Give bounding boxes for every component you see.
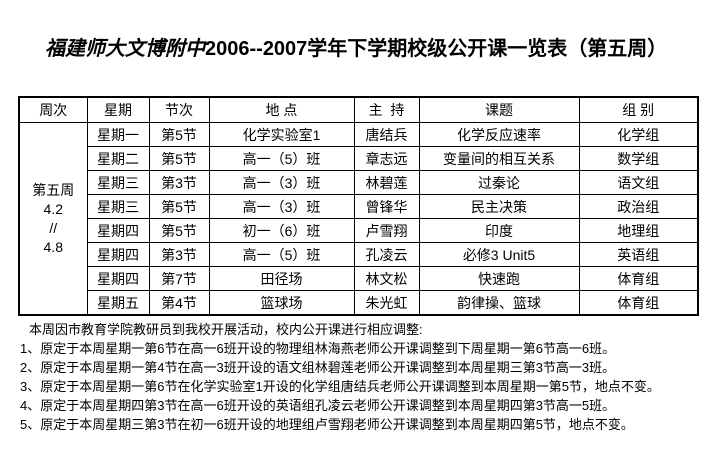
column-header: 周次 — [18, 96, 88, 123]
cell-topic: 民主决策 — [418, 194, 580, 219]
week-cell-line: // — [49, 219, 58, 236]
cell-host: 卢雪翔 — [353, 218, 420, 243]
cell-host: 朱光虹 — [353, 290, 420, 316]
cell-group: 英语组 — [578, 242, 699, 267]
cell-period: 第3节 — [148, 242, 210, 267]
cell-location: 高一（5）班 — [208, 146, 355, 171]
column-header: 星期 — [86, 96, 150, 123]
school-name: 福建师大文博附中 — [45, 38, 205, 60]
note-item: 1、原定于本周星期一第6节在高一6班开设的物理组林海燕老师公开课调整到下周星期一… — [20, 341, 616, 356]
cell-location: 高一（3）班 — [208, 170, 355, 195]
note-item: 2、原定于本周星期一第4节在高一3班开设的语文组林碧莲老师公开课调整到本周星期三… — [20, 360, 616, 375]
cell-topic: 变量间的相互关系 — [418, 146, 580, 171]
cell-period: 第3节 — [148, 170, 210, 195]
notes-list: 1、原定于本周星期一第6节在高一6班开设的物理组林海燕老师公开课调整到下周星期一… — [20, 339, 716, 434]
column-header: 主 持 — [353, 96, 420, 123]
table-row: 星期四 第5节 初一（6）班 卢雪翔 印度 地理组 — [19, 218, 699, 243]
cell-day: 星期四 — [86, 242, 150, 267]
column-header: 组 别 — [578, 96, 699, 123]
cell-topic: 过秦论 — [418, 170, 580, 195]
cell-day: 星期三 — [86, 170, 150, 195]
cell-day: 星期四 — [86, 218, 150, 243]
cell-group: 政治组 — [578, 194, 699, 219]
week-cell-line: 4.8 — [43, 238, 63, 255]
note-item: 4、原定于本周星期四第3节在高一6班开设的英语组孔凌云老师公开课调整到本周星期四… — [20, 398, 616, 413]
cell-topic: 化学反应速率 — [418, 122, 580, 147]
cell-topic: 必修3 Unit5 — [418, 242, 580, 267]
note-item: 5、原定于本周星期三第3节在初一6班开设的地理组卢雪翔老师公开课调整到本周星期四… — [20, 417, 634, 432]
cell-location: 篮球场 — [208, 290, 355, 316]
open-class-schedule-table: 周次 星期 节次地 点主 持课题组 别 第五周 4.2//4.8 星期一 第5节 化学实验室… — [18, 96, 699, 316]
cell-period: 第5节 — [148, 194, 210, 219]
cell-location: 化学实验室1 — [208, 122, 355, 147]
table-row: 星期四 第7节 田径场 林文松 快速跑 体育组 — [19, 266, 699, 291]
cell-host: 孔凌云 — [353, 242, 420, 267]
cell-day: 星期五 — [86, 290, 150, 316]
cell-topic: 韵律操、篮球 — [418, 290, 580, 316]
week-cell: 第五周 4.2 // 4.8 — [18, 122, 88, 316]
notes-intro: 本周因市教育学院教研员到我校开展活动，校内公开课进行相应调整: — [29, 322, 423, 337]
cell-location: 田径场 — [208, 266, 355, 291]
column-header: 节次 — [148, 96, 210, 123]
column-header: 地 点 — [208, 96, 355, 123]
cell-group: 地理组 — [578, 218, 699, 243]
cell-group: 化学组 — [578, 122, 699, 147]
cell-host: 曾锋华 — [353, 194, 420, 219]
cell-day: 星期一 — [86, 122, 150, 147]
cell-group: 体育组 — [578, 266, 699, 291]
week-cell-line: 第五周 — [32, 181, 75, 198]
cell-day: 星期四 — [86, 266, 150, 291]
cell-location: 高一（5）班 — [208, 242, 355, 267]
table-row: 星期五 第4节 篮球场 朱光虹 韵律操、篮球 体育组 — [19, 290, 699, 316]
table-row: 星期二 第5节 高一（5）班 章志远 变量间的相互关系 数学组 — [19, 146, 699, 171]
page-title: 福建师大文博附中2006--2007学年下学期校级公开课一览表（第五周） — [45, 35, 716, 63]
cell-host: 林文松 — [353, 266, 420, 291]
table-row: 星期四 第3节 高一（5）班 孔凌云 必修3 Unit5 英语组 — [19, 242, 699, 267]
notes-section: 本周因市教育学院教研员到我校开展活动，校内公开课进行相应调整: 1、原定于本周星… — [20, 320, 716, 434]
cell-host: 林碧莲 — [353, 170, 420, 195]
cell-day: 星期二 — [86, 146, 150, 171]
cell-period: 第4节 — [148, 290, 210, 316]
cell-topic: 印度 — [418, 218, 580, 243]
cell-period: 第5节 — [148, 218, 210, 243]
cell-period: 第5节 — [148, 146, 210, 171]
table-row: 星期三 第3节 高一（3）班 林碧莲 过秦论 语文组 — [19, 170, 699, 195]
cell-topic: 快速跑 — [418, 266, 580, 291]
column-header: 课题 — [418, 96, 580, 123]
cell-period: 第7节 — [148, 266, 210, 291]
cell-host: 唐结兵 — [353, 122, 420, 147]
cell-group: 体育组 — [578, 290, 699, 316]
cell-group: 数学组 — [578, 146, 699, 171]
title-rest: 2006--2007学年下学期校级公开课一览表（第五周） — [205, 38, 668, 60]
week-cell-line: 4.2 — [43, 200, 63, 217]
header-row: 周次 星期 节次地 点主 持课题组 别 — [18, 96, 699, 123]
note-item: 3、原定于本周星期一第6节在化学实验室1开设的化学组唐结兵老师公开课调整到本周星… — [20, 379, 660, 394]
table-row: 第五周 4.2//4.8 星期一 第5节 化学实验室1 唐结兵 化学反应速率 化学组 — [18, 122, 699, 316]
cell-group: 语文组 — [578, 170, 699, 195]
table-row: 星期三 第5节 高一（3）班 曾锋华 民主决策 政治组 — [19, 194, 699, 219]
cell-location: 初一（6）班 — [208, 218, 355, 243]
cell-host: 章志远 — [353, 146, 420, 171]
table-body: 第五周 4.2//4.8 星期一 第5节 化学实验室1 唐结兵 化学反应速率 化学组 星期二 第5… — [18, 122, 699, 316]
cell-day: 星期三 — [86, 194, 150, 219]
cell-period: 第5节 — [148, 122, 210, 147]
cell-location: 高一（3）班 — [208, 194, 355, 219]
